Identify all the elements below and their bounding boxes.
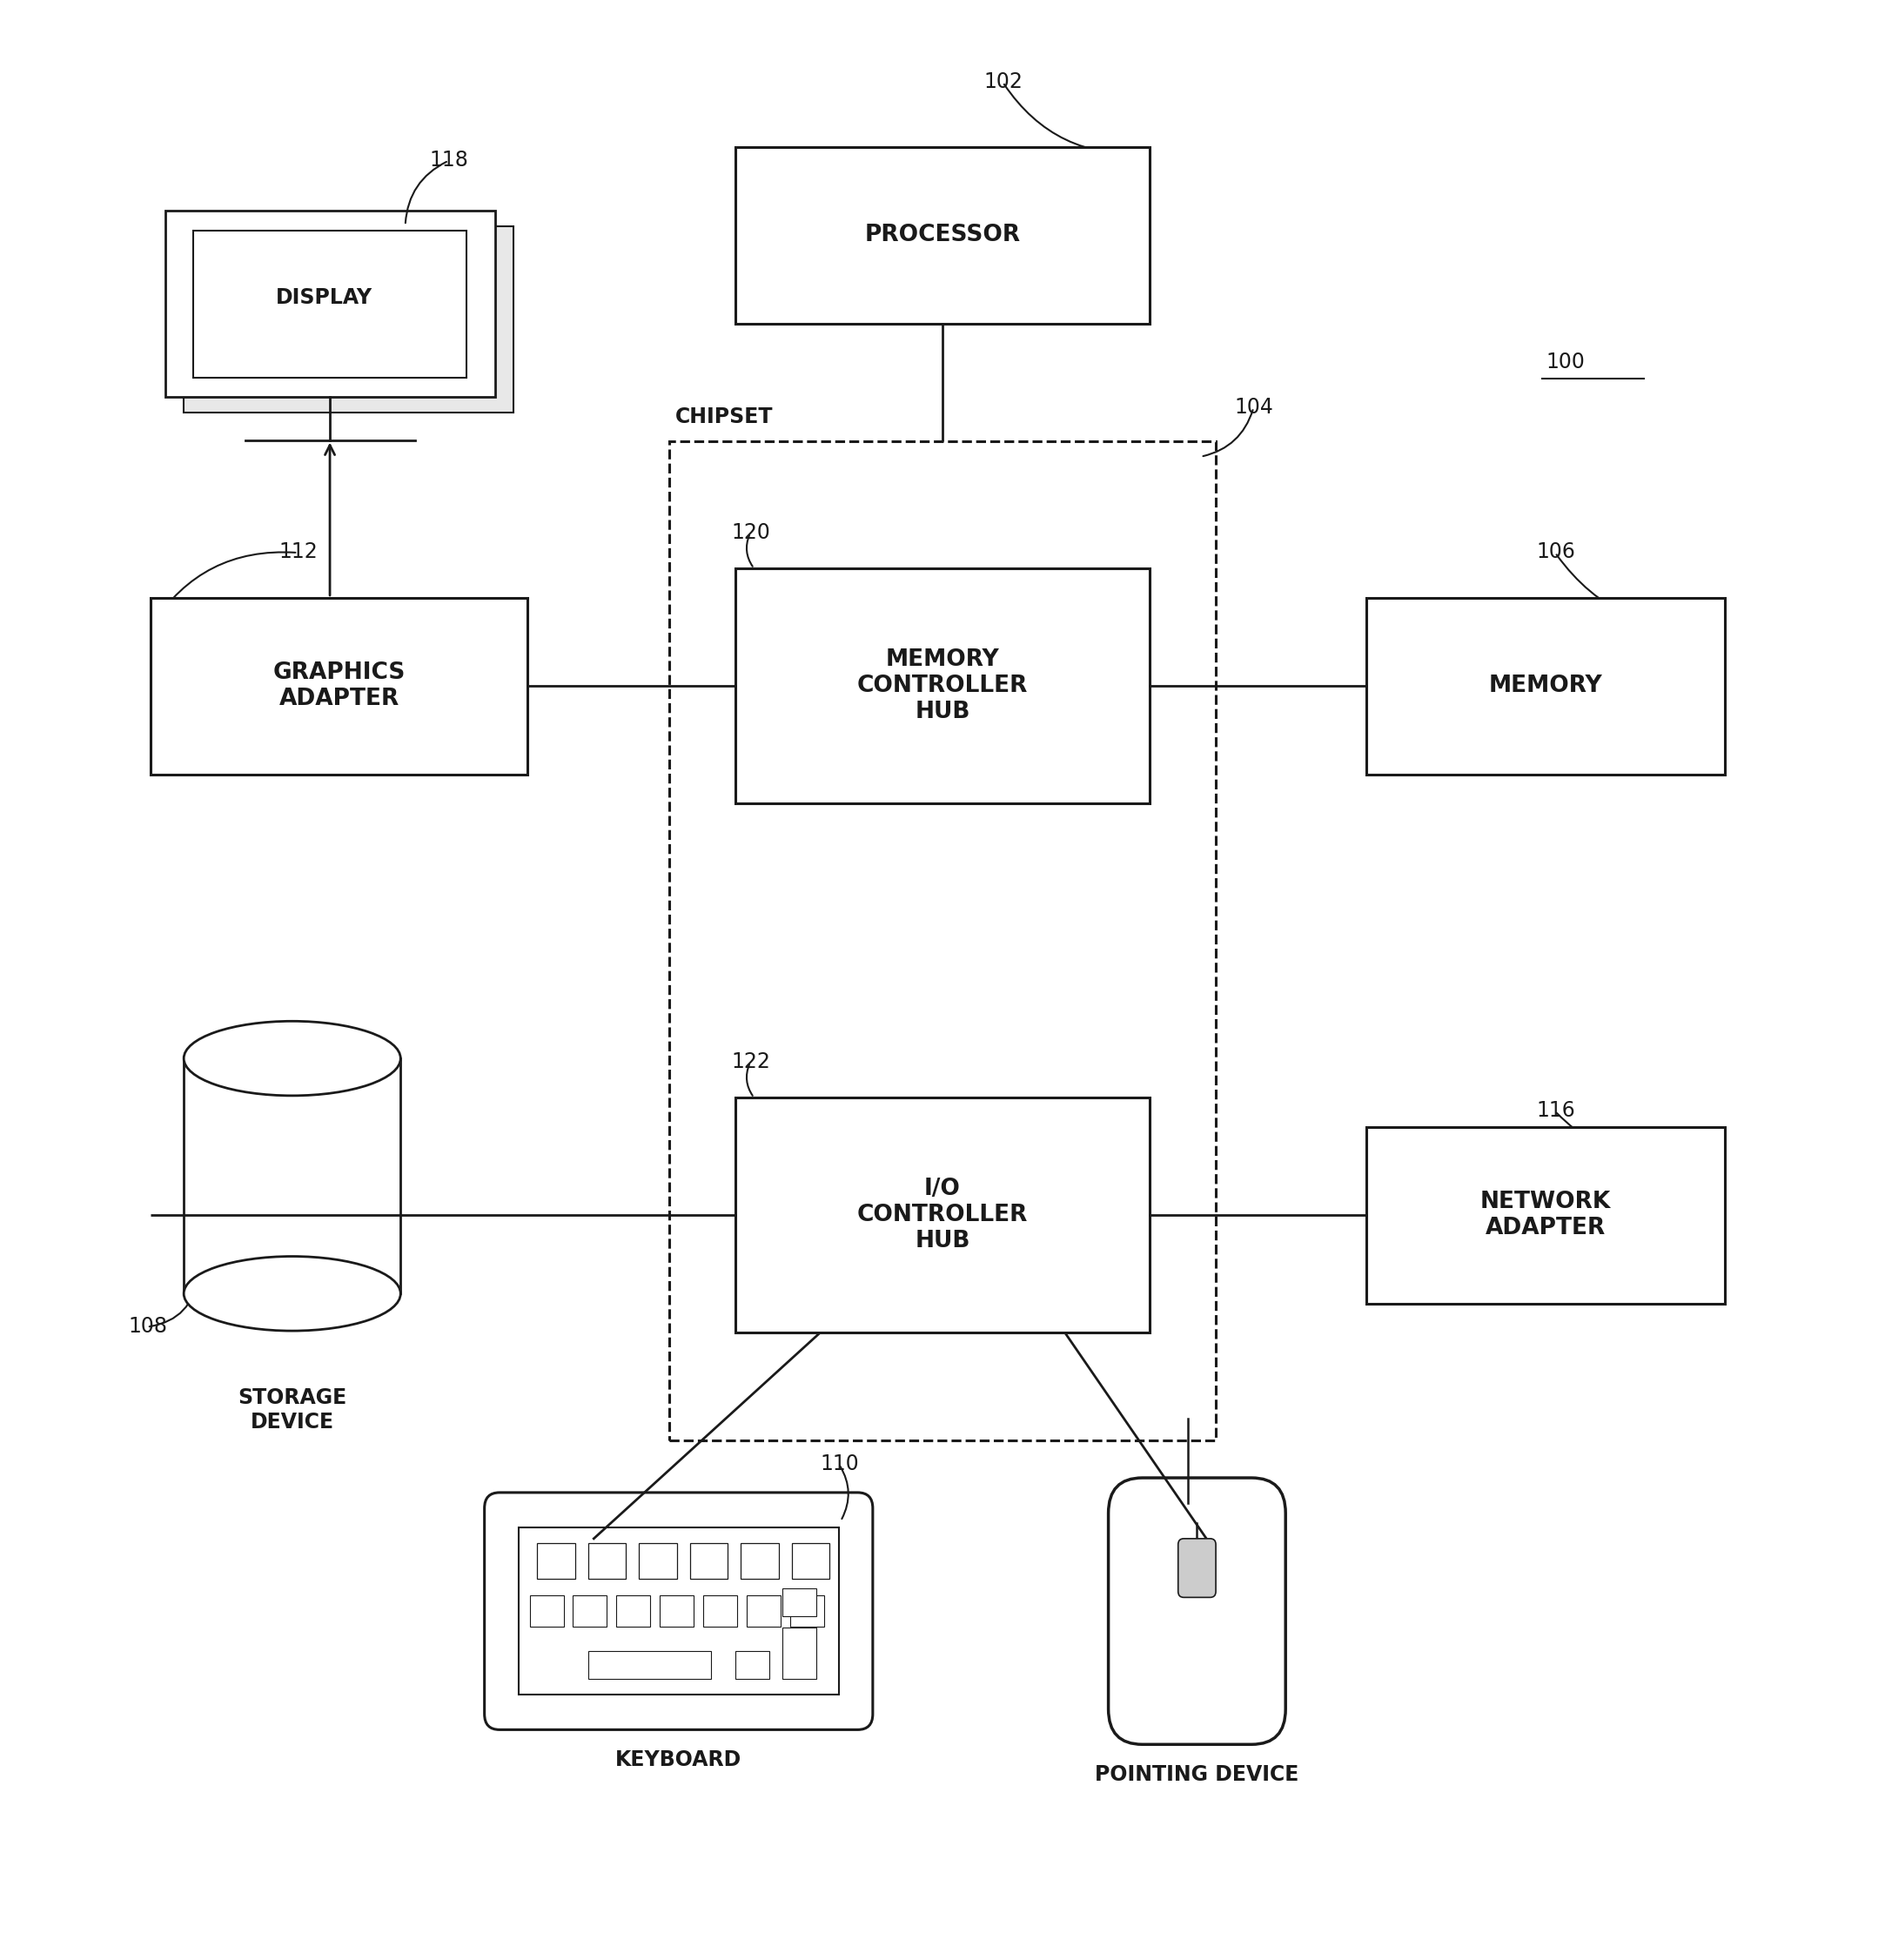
Bar — [588, 1544, 626, 1580]
Text: 118: 118 — [430, 149, 469, 171]
Text: 102: 102 — [984, 71, 1024, 92]
Bar — [782, 1627, 816, 1678]
FancyBboxPatch shape — [1367, 598, 1725, 774]
FancyBboxPatch shape — [484, 1494, 873, 1731]
Text: 106: 106 — [1536, 541, 1576, 563]
Bar — [616, 1595, 650, 1627]
Bar — [741, 1544, 779, 1580]
Text: 112: 112 — [279, 541, 319, 563]
FancyBboxPatch shape — [164, 212, 494, 396]
Bar — [792, 1544, 829, 1580]
FancyBboxPatch shape — [151, 598, 528, 774]
Text: KEYBOARD: KEYBOARD — [615, 1748, 743, 1770]
FancyBboxPatch shape — [1108, 1478, 1286, 1744]
Text: MEMORY
CONTROLLER
HUB: MEMORY CONTROLLER HUB — [858, 649, 1027, 723]
FancyBboxPatch shape — [1367, 1127, 1725, 1303]
Text: 110: 110 — [820, 1452, 860, 1474]
Text: PROCESSOR: PROCESSOR — [865, 223, 1020, 247]
FancyBboxPatch shape — [735, 568, 1150, 804]
FancyBboxPatch shape — [735, 147, 1150, 323]
Text: POINTING DEVICE: POINTING DEVICE — [1095, 1764, 1299, 1786]
Bar — [790, 1595, 824, 1627]
Text: STORAGE
DEVICE: STORAGE DEVICE — [238, 1388, 347, 1433]
Bar — [639, 1544, 677, 1580]
Bar — [746, 1595, 780, 1627]
Text: GRAPHICS
ADAPTER: GRAPHICS ADAPTER — [273, 662, 405, 710]
Text: 120: 120 — [731, 521, 771, 543]
FancyBboxPatch shape — [183, 225, 513, 414]
Bar — [735, 1650, 769, 1678]
Text: DISPLAY: DISPLAY — [275, 288, 373, 308]
Text: 122: 122 — [731, 1051, 771, 1072]
FancyBboxPatch shape — [735, 1098, 1150, 1333]
FancyBboxPatch shape — [1178, 1539, 1216, 1597]
Bar — [573, 1595, 607, 1627]
FancyBboxPatch shape — [192, 231, 467, 376]
Bar — [530, 1595, 564, 1627]
Bar — [660, 1595, 694, 1627]
Bar — [537, 1544, 575, 1580]
Text: 104: 104 — [1235, 396, 1274, 417]
Text: NETWORK
ADAPTER: NETWORK ADAPTER — [1480, 1192, 1612, 1239]
Ellipse shape — [183, 1021, 400, 1096]
Ellipse shape — [183, 1256, 400, 1331]
FancyBboxPatch shape — [518, 1529, 839, 1693]
Bar — [690, 1544, 728, 1580]
Bar — [782, 1588, 816, 1615]
Text: CHIPSET: CHIPSET — [675, 406, 773, 427]
Text: 100: 100 — [1546, 351, 1585, 372]
Text: MEMORY: MEMORY — [1489, 674, 1602, 698]
Text: 116: 116 — [1536, 1100, 1576, 1121]
Text: 114: 114 — [1221, 1503, 1261, 1525]
Bar — [703, 1595, 737, 1627]
Bar — [588, 1650, 711, 1678]
Text: I/O
CONTROLLER
HUB: I/O CONTROLLER HUB — [858, 1178, 1027, 1252]
Text: 108: 108 — [128, 1315, 168, 1337]
